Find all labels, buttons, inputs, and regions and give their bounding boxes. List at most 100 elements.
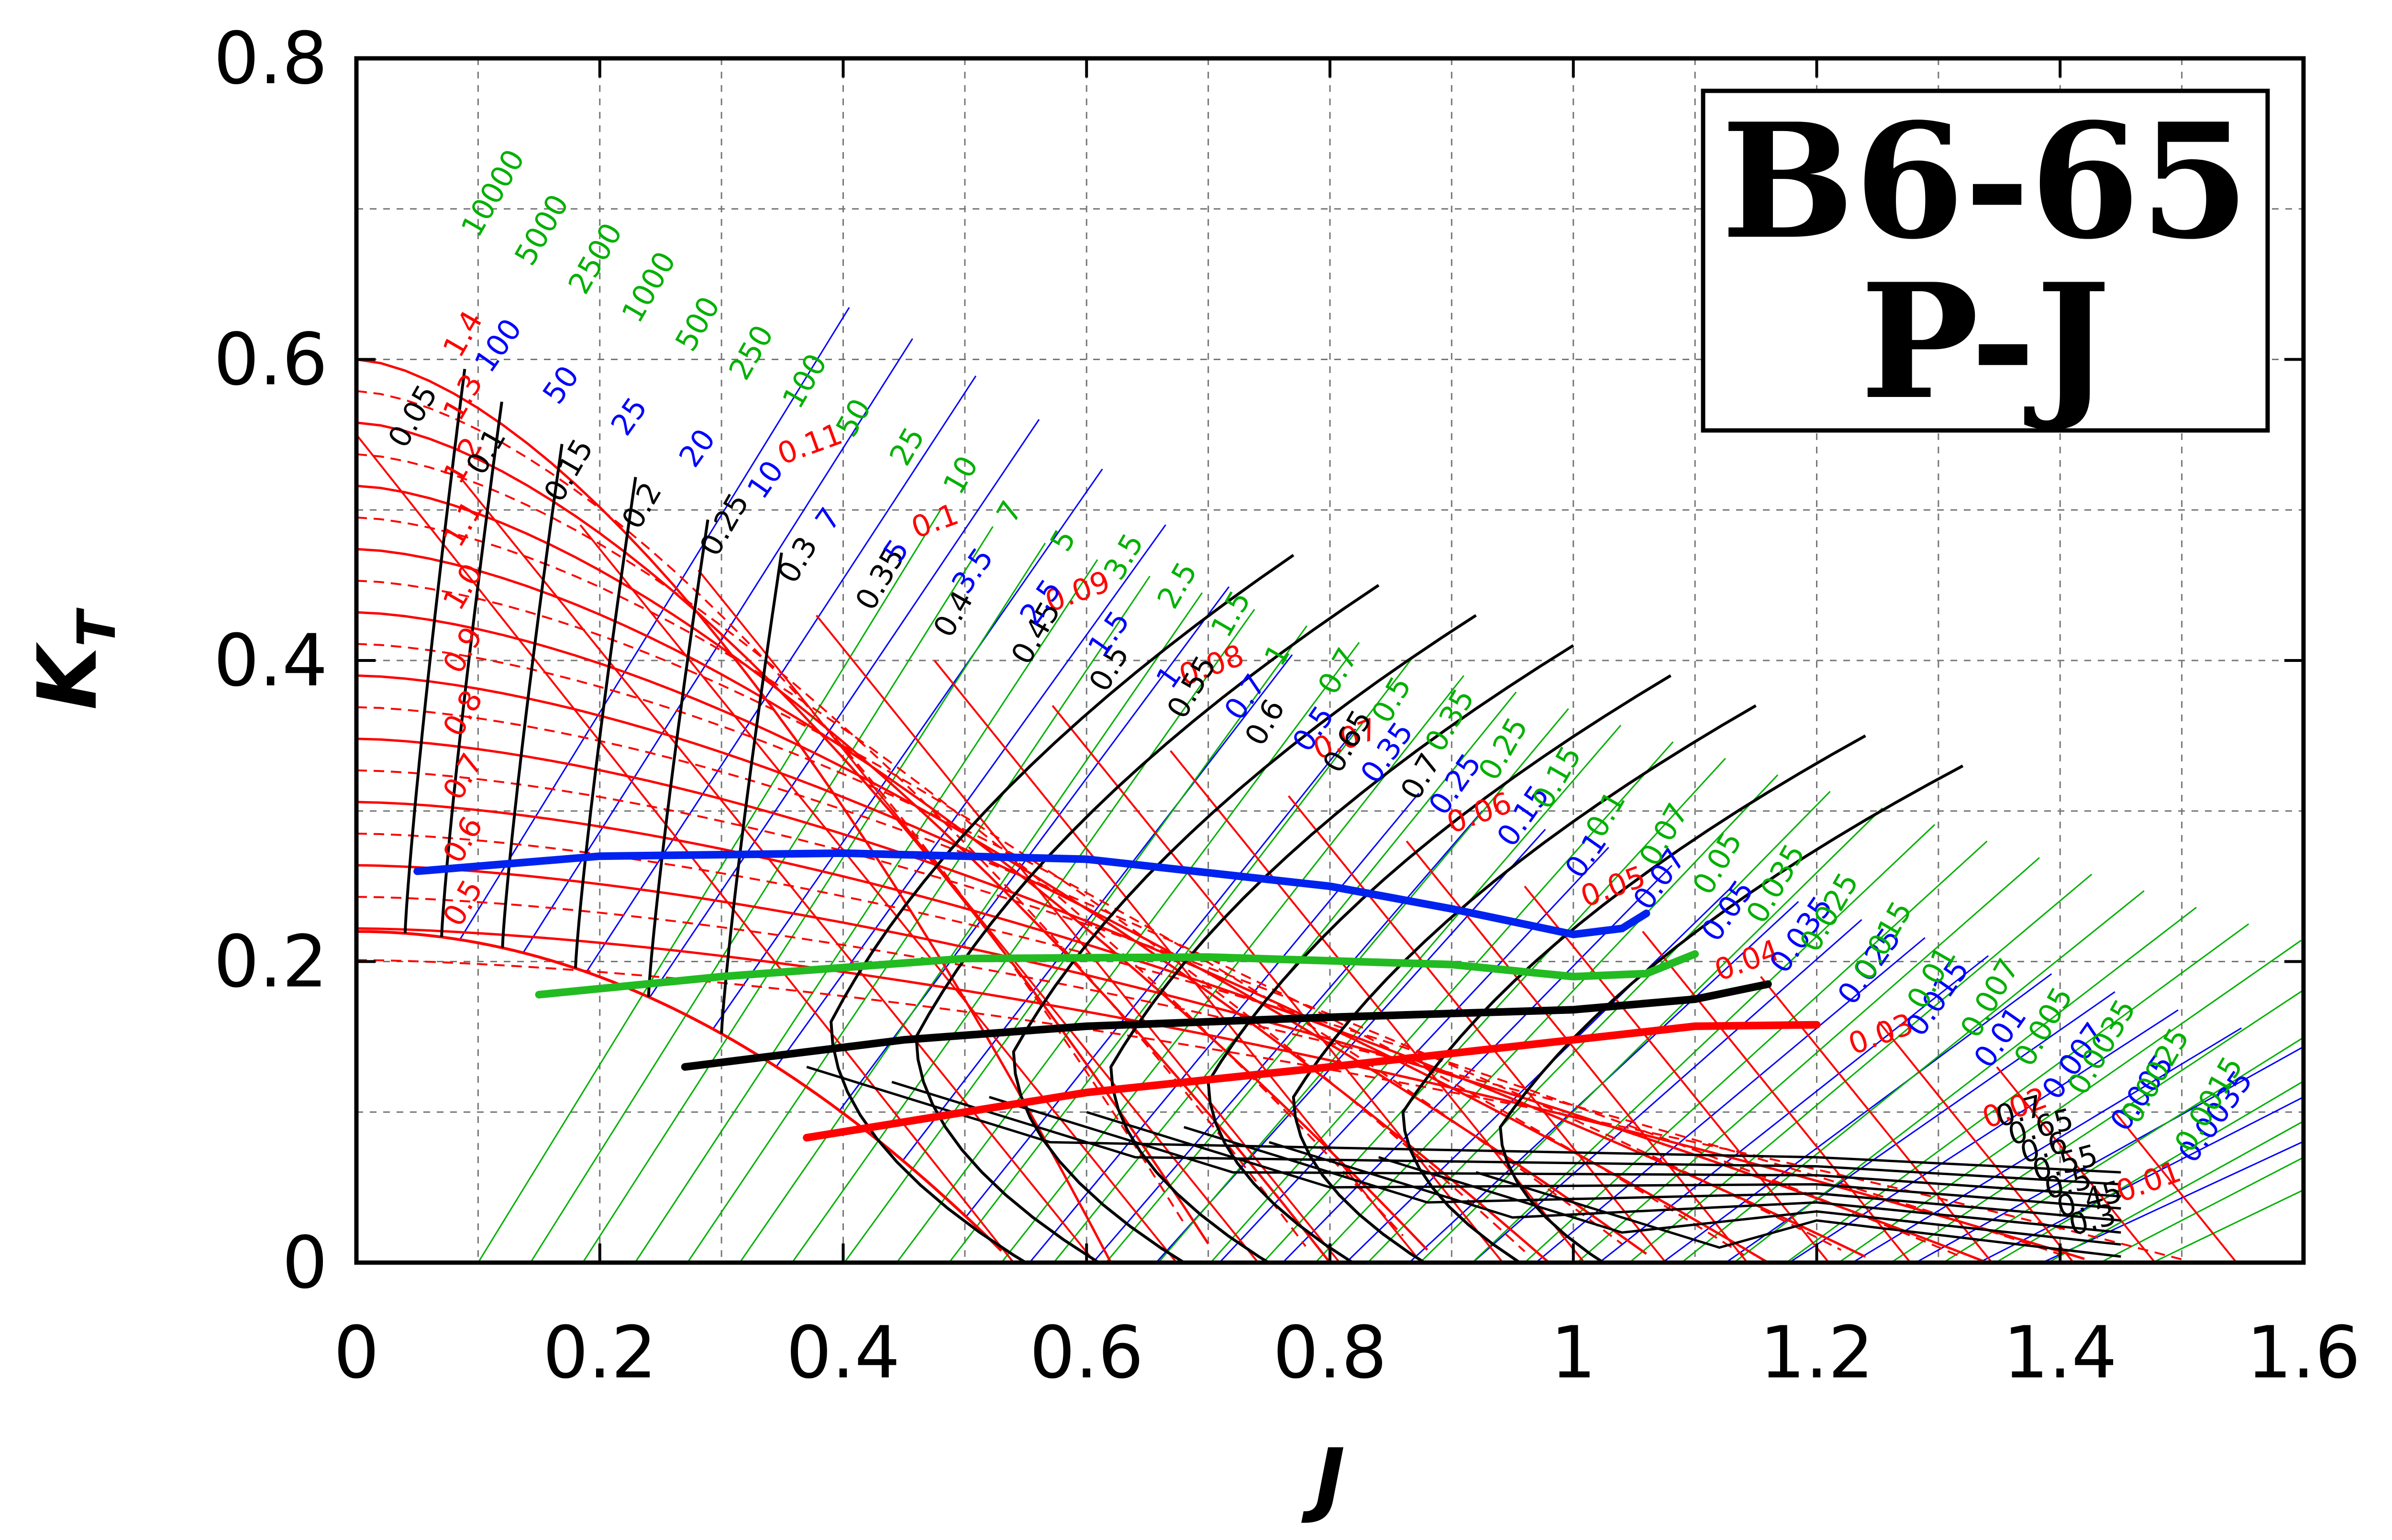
efficiency-tail bbox=[1475, 1171, 2121, 1258]
blue-family-line bbox=[1788, 1009, 2179, 1263]
pitch-diagonal bbox=[698, 569, 1259, 1263]
blue-label: 25 bbox=[604, 391, 654, 442]
green-family-line bbox=[843, 625, 1307, 1263]
blue-family-line bbox=[902, 654, 1293, 1161]
pitch-label: 0.5 bbox=[436, 874, 490, 932]
green-family-line bbox=[2152, 1189, 2303, 1263]
x-tick-label: 1.6 bbox=[2247, 1311, 2361, 1395]
green-family-line bbox=[1943, 1036, 2303, 1263]
x-tick-label: 0.8 bbox=[1273, 1311, 1387, 1395]
efficiency-contour bbox=[440, 401, 503, 937]
svg-text:KT: KT bbox=[21, 607, 127, 710]
blue-family-line bbox=[1725, 991, 2115, 1263]
x-tick-label: 1 bbox=[1550, 1311, 1596, 1395]
efficiency-contour bbox=[647, 519, 709, 997]
green-label: 7 bbox=[989, 495, 1029, 529]
efficiency-contour bbox=[574, 476, 637, 968]
blue-family-line bbox=[1851, 1027, 2242, 1263]
efficiency-tail bbox=[989, 1096, 2121, 1198]
efficiency-tail bbox=[1086, 1111, 2121, 1210]
green-family-line bbox=[477, 509, 941, 1263]
title-line-2: P-J bbox=[1860, 249, 2110, 434]
title-box-frame bbox=[1701, 88, 2270, 433]
green-family-line bbox=[2100, 1156, 2303, 1263]
pitch-diagonal bbox=[1287, 795, 1667, 1263]
pitch-curve-dashed bbox=[356, 959, 2182, 1261]
efficiency-contour bbox=[1292, 704, 1757, 1263]
pitch-diagonal bbox=[933, 660, 1422, 1263]
envelope-curve bbox=[356, 930, 1003, 1252]
pitch-diagonal bbox=[461, 479, 1096, 1263]
thick-curve-green_thick bbox=[535, 950, 1699, 999]
pitch-curve-dashed bbox=[356, 706, 1744, 1256]
blue-label: 50 bbox=[536, 359, 586, 410]
pitch-diagonal bbox=[1524, 885, 1830, 1263]
pitch-label: 0.7 bbox=[436, 747, 490, 805]
green-label: 10 bbox=[936, 450, 985, 500]
y-tick-label: 0.2 bbox=[213, 921, 328, 1004]
efficiency-contour bbox=[720, 552, 783, 1034]
blue-family-line bbox=[1029, 792, 1419, 1263]
efficiency-tail bbox=[806, 1066, 2121, 1174]
efficiency-contour bbox=[1109, 644, 1574, 1263]
green-family-line bbox=[634, 559, 1098, 1263]
efficiency-tail bbox=[891, 1080, 2121, 1186]
efficiency-tail bbox=[1184, 1126, 2121, 1222]
y-tick-label: 0.6 bbox=[213, 319, 328, 402]
pitch-diagonal bbox=[1996, 1066, 2156, 1263]
green-family-line bbox=[896, 642, 1360, 1263]
green-family-line bbox=[687, 575, 1151, 1263]
y-tick-label: 0.4 bbox=[213, 619, 328, 703]
green-family-line bbox=[582, 542, 1046, 1263]
blue-family-line bbox=[1535, 937, 1926, 1263]
x-tick-label: 0.6 bbox=[1030, 1311, 1144, 1395]
green-family-line bbox=[1628, 873, 2093, 1263]
title-line-1: B6-65 bbox=[1721, 88, 2250, 274]
green-label: 100 bbox=[775, 348, 834, 414]
efficiency-contour bbox=[1401, 734, 1866, 1263]
green-label: 1000 bbox=[615, 245, 683, 328]
efficiency-contour bbox=[1499, 764, 1964, 1263]
green-label: 5 bbox=[1043, 523, 1083, 557]
curve-layer bbox=[356, 307, 2303, 1263]
blue-family-line bbox=[1661, 973, 2052, 1263]
green-family-line bbox=[1210, 741, 1674, 1263]
pitch-curve-dashed bbox=[356, 390, 1185, 1224]
x-tick-label: 0.2 bbox=[543, 1311, 657, 1395]
pitch-curve bbox=[356, 801, 1866, 1258]
green-family-line bbox=[1681, 890, 2145, 1263]
efficiency-contour bbox=[1012, 614, 1477, 1263]
pitch-diag-label: 0.1 bbox=[907, 496, 963, 545]
pitch-curve bbox=[356, 864, 1988, 1263]
green-label: 2.5 bbox=[1150, 556, 1204, 615]
pitch-diagonal bbox=[1878, 1021, 2074, 1263]
green-family-line bbox=[1524, 840, 1988, 1263]
title-box: B6-65 P-J bbox=[1701, 88, 2270, 434]
pitch-diagonal bbox=[1052, 705, 1504, 1263]
pitch-label: 1.3 bbox=[436, 368, 490, 426]
green-label: 500 bbox=[668, 290, 727, 357]
green-family-line bbox=[1890, 989, 2303, 1263]
thick-curve-black_thick bbox=[681, 980, 1772, 1071]
x-tick-label: 1.2 bbox=[1760, 1311, 1874, 1395]
green-family-line bbox=[791, 609, 1255, 1263]
y-tick-label: 0.8 bbox=[213, 17, 328, 100]
pitch-label: 0.8 bbox=[436, 684, 490, 742]
pitch-curve bbox=[356, 484, 1331, 1263]
blue-label: 7 bbox=[808, 501, 848, 537]
pitch-curve bbox=[356, 737, 1769, 1263]
y-tick-label: 0 bbox=[282, 1221, 328, 1305]
blue-family-line bbox=[2041, 1141, 2303, 1263]
y-axis-title-main: K bbox=[21, 641, 115, 710]
thick-curve-red_thick bbox=[803, 1021, 1821, 1142]
pitch-curve-dashed bbox=[356, 833, 1963, 1259]
pitch-curve bbox=[356, 611, 1550, 1263]
blue-family-line bbox=[775, 524, 1166, 1067]
blue-family-line bbox=[459, 307, 850, 940]
x-axis-title: J bbox=[1301, 1431, 1345, 1526]
pitch-diagonal bbox=[815, 615, 1340, 1263]
x-tick-label: 1.4 bbox=[2003, 1311, 2117, 1395]
x-tick-label: 0 bbox=[333, 1311, 379, 1395]
